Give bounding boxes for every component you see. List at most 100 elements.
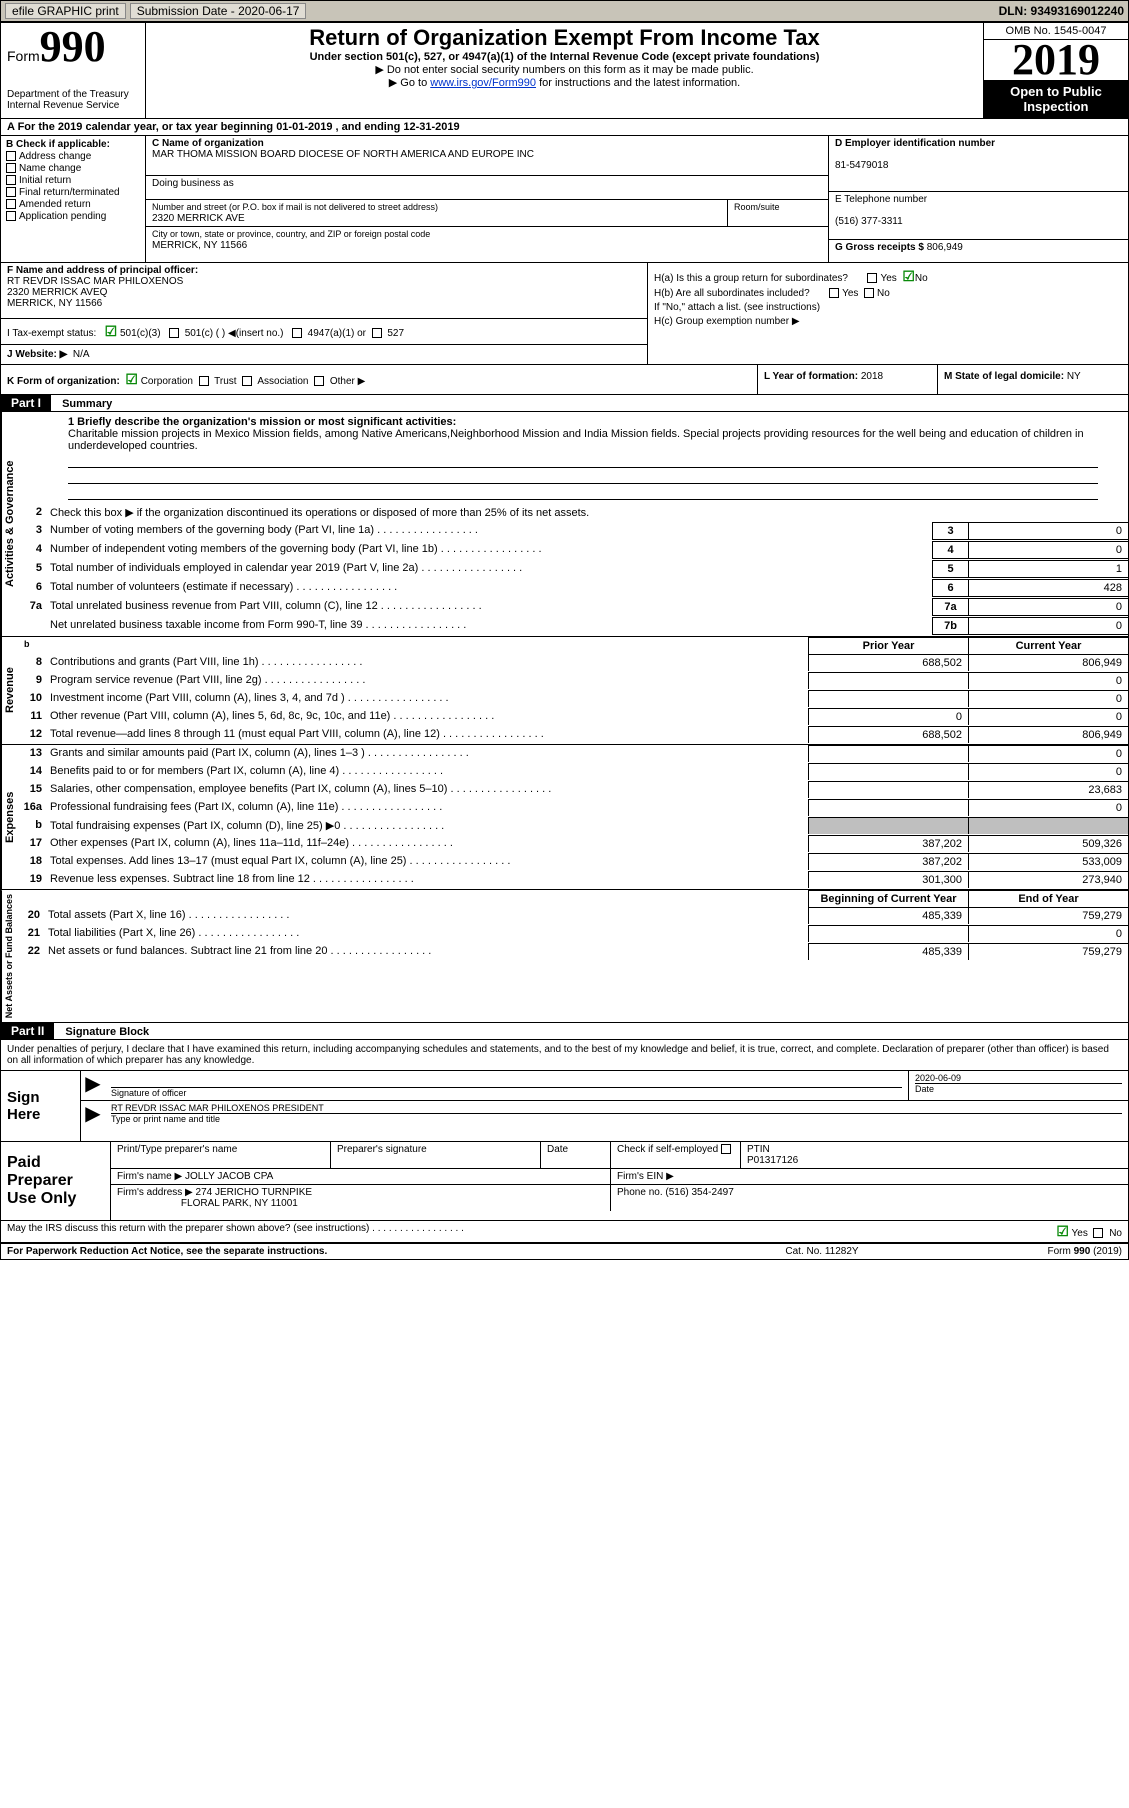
efile-print-button[interactable]: efile GRAPHIC print	[5, 3, 126, 19]
hc-label: H(c) Group exemption number ▶	[654, 316, 1122, 327]
firm-label: Firm's name ▶	[117, 1171, 185, 1182]
fh-block: F Name and address of principal officer:…	[1, 263, 1128, 365]
street-label: Number and street (or P.O. box if mail i…	[152, 202, 438, 212]
table-row: bTotal fundraising expenses (Part IX, co…	[18, 817, 1128, 835]
cb-name-change[interactable]: Name change	[6, 163, 140, 174]
street-value: 2320 MERRICK AVE	[152, 213, 245, 224]
sign-here-label: Sign Here	[1, 1071, 81, 1141]
hb-yes[interactable]: Yes	[842, 288, 858, 299]
open-inspection: Open to Public Inspection	[984, 80, 1128, 118]
ha-yes[interactable]: Yes	[880, 273, 896, 284]
hb-note: If "No," attach a list. (see instruction…	[654, 302, 1122, 313]
ptin-label: PTIN	[747, 1144, 770, 1155]
instructions-link[interactable]: www.irs.gov/Form990	[430, 77, 536, 89]
hb-label: H(b) Are all subordinates included?	[654, 288, 810, 299]
hdr-curr: Current Year	[968, 637, 1128, 654]
check-icon: ☑	[1056, 1223, 1069, 1239]
table-row: 7aTotal unrelated business revenue from …	[18, 598, 1128, 617]
preparer-ptin: PTIN P01317126	[741, 1142, 1128, 1168]
klm-row: K Form of organization: ☑ Corporation Tr…	[1, 365, 1128, 395]
preparer-sig: Preparer's signature	[331, 1142, 541, 1168]
cb-address-change[interactable]: Address change	[6, 151, 140, 162]
i-4947: 4947(a)(1) or	[308, 328, 366, 339]
sign-date-value: 2020-06-09	[915, 1073, 961, 1083]
table-row: 4Number of independent voting members of…	[18, 541, 1128, 560]
hdr-prior: Prior Year	[808, 637, 968, 654]
page-footer: For Paperwork Reduction Act Notice, see …	[1, 1244, 1128, 1259]
header-center: Return of Organization Exempt From Incom…	[146, 23, 983, 118]
part2-num: Part II	[1, 1023, 54, 1039]
i-501c: 501(c) ( ) ◀(insert no.)	[185, 328, 284, 339]
room-label: Room/suite	[734, 202, 780, 212]
l-value: 2018	[861, 371, 883, 382]
org-info-block: B Check if applicable: Address change Na…	[1, 136, 1128, 263]
note-link: ▶ Go to www.irs.gov/Form990 for instruct…	[154, 76, 975, 89]
vlabel-expenses: Expenses	[1, 745, 18, 889]
phone-label: Phone no.	[617, 1187, 665, 1198]
cb-application-pending[interactable]: Application pending	[6, 211, 140, 222]
ha-no[interactable]: No	[915, 273, 928, 284]
check-icon: ☑	[105, 323, 118, 339]
table-row: 5Total number of individuals employed in…	[18, 560, 1128, 579]
col-b-title: B Check if applicable:	[6, 139, 140, 150]
f-addr: 2320 MERRICK AVEQ	[7, 287, 107, 298]
section-revenue: Revenue b Prior Year Current Year 8Contr…	[1, 637, 1128, 745]
i-527: 527	[387, 328, 404, 339]
preparer-selfemployed: Check if self-employed	[611, 1142, 741, 1168]
mission-block: 1 Briefly describe the organization's mi…	[18, 412, 1128, 504]
officer-name: RT REVDR ISSAC MAR PHILOXENOS PRESIDENT …	[105, 1101, 1128, 1126]
tax-year: 2019	[984, 40, 1128, 80]
arrow-icon: ▶	[81, 1101, 105, 1126]
m-state: M State of legal domicile: NY	[938, 365, 1128, 394]
dln: DLN: 93493169012240	[999, 4, 1124, 18]
city-value: MERRICK, NY 11566	[152, 240, 247, 251]
dba-box: Doing business as	[146, 176, 828, 200]
table-row: 3Number of voting members of the governi…	[18, 522, 1128, 541]
discuss-yes[interactable]: Yes	[1072, 1228, 1088, 1239]
table-row: 10Investment income (Part VIII, column (…	[18, 690, 1128, 708]
hb-no[interactable]: No	[877, 288, 890, 299]
table-row: 16aProfessional fundraising fees (Part I…	[18, 799, 1128, 817]
m-label: M State of legal domicile:	[944, 371, 1067, 382]
table-row: 12Total revenue—add lines 8 through 11 (…	[18, 726, 1128, 744]
table-row: 18Total expenses. Add lines 13–17 (must …	[18, 853, 1128, 871]
firm-ein: Firm's EIN ▶	[611, 1169, 1128, 1184]
discuss-no[interactable]: No	[1109, 1228, 1122, 1239]
table-row: 8Contributions and grants (Part VIII, li…	[18, 654, 1128, 672]
table-row: 20Total assets (Part X, line 16)485,3397…	[16, 907, 1128, 925]
discuss-answers: ☑ Yes No	[1056, 1223, 1122, 1240]
l-label: L Year of formation:	[764, 371, 861, 382]
vlabel-revenue: Revenue	[1, 637, 18, 744]
cb-amended-return[interactable]: Amended return	[6, 199, 140, 210]
footer-catno: Cat. No. 11282Y	[722, 1246, 922, 1257]
officer-name-label: Type or print name and title	[111, 1113, 1122, 1124]
penalty-statement: Under penalties of perjury, I declare th…	[1, 1040, 1128, 1071]
section-expenses: Expenses 13Grants and similar amounts pa…	[1, 745, 1128, 890]
street-box: Number and street (or P.O. box if mail i…	[146, 200, 728, 226]
form-number: 990	[40, 27, 106, 67]
i-label: I Tax-exempt status:	[7, 328, 96, 339]
gross-box: G Gross receipts $ 806,949	[829, 240, 1128, 262]
department: Department of the Treasury Internal Reve…	[7, 89, 139, 111]
cb-initial-return[interactable]: Initial return	[6, 175, 140, 186]
l-year: L Year of formation: 2018	[758, 365, 938, 394]
note-ssn: ▶ Do not enter social security numbers o…	[154, 63, 975, 76]
k-corp: Corporation	[141, 376, 193, 387]
ein-box: D Employer identification number 81-5479…	[829, 136, 1128, 192]
gross-value: 806,949	[927, 242, 963, 253]
cb-final-return[interactable]: Final return/terminated	[6, 187, 140, 198]
form-word: Form	[7, 48, 40, 64]
j-label: J Website: ▶	[7, 349, 67, 360]
officer-signature: Signature of officer	[105, 1071, 908, 1100]
table-row: 15Salaries, other compensation, employee…	[18, 781, 1128, 799]
part1-header: Part I Summary	[1, 395, 1128, 412]
city-label: City or town, state or province, country…	[152, 229, 430, 239]
k-form-org: K Form of organization: ☑ Corporation Tr…	[1, 365, 758, 394]
k-assoc: Association	[257, 376, 308, 387]
footer-notice: For Paperwork Reduction Act Notice, see …	[7, 1246, 722, 1257]
mission-label: 1 Briefly describe the organization's mi…	[68, 416, 456, 428]
part2-title: Signature Block	[57, 1025, 157, 1039]
arrow-icon: ▶	[81, 1071, 105, 1100]
gross-label: G Gross receipts $	[835, 242, 927, 253]
footer-form: Form 990 (2019)	[922, 1246, 1122, 1257]
